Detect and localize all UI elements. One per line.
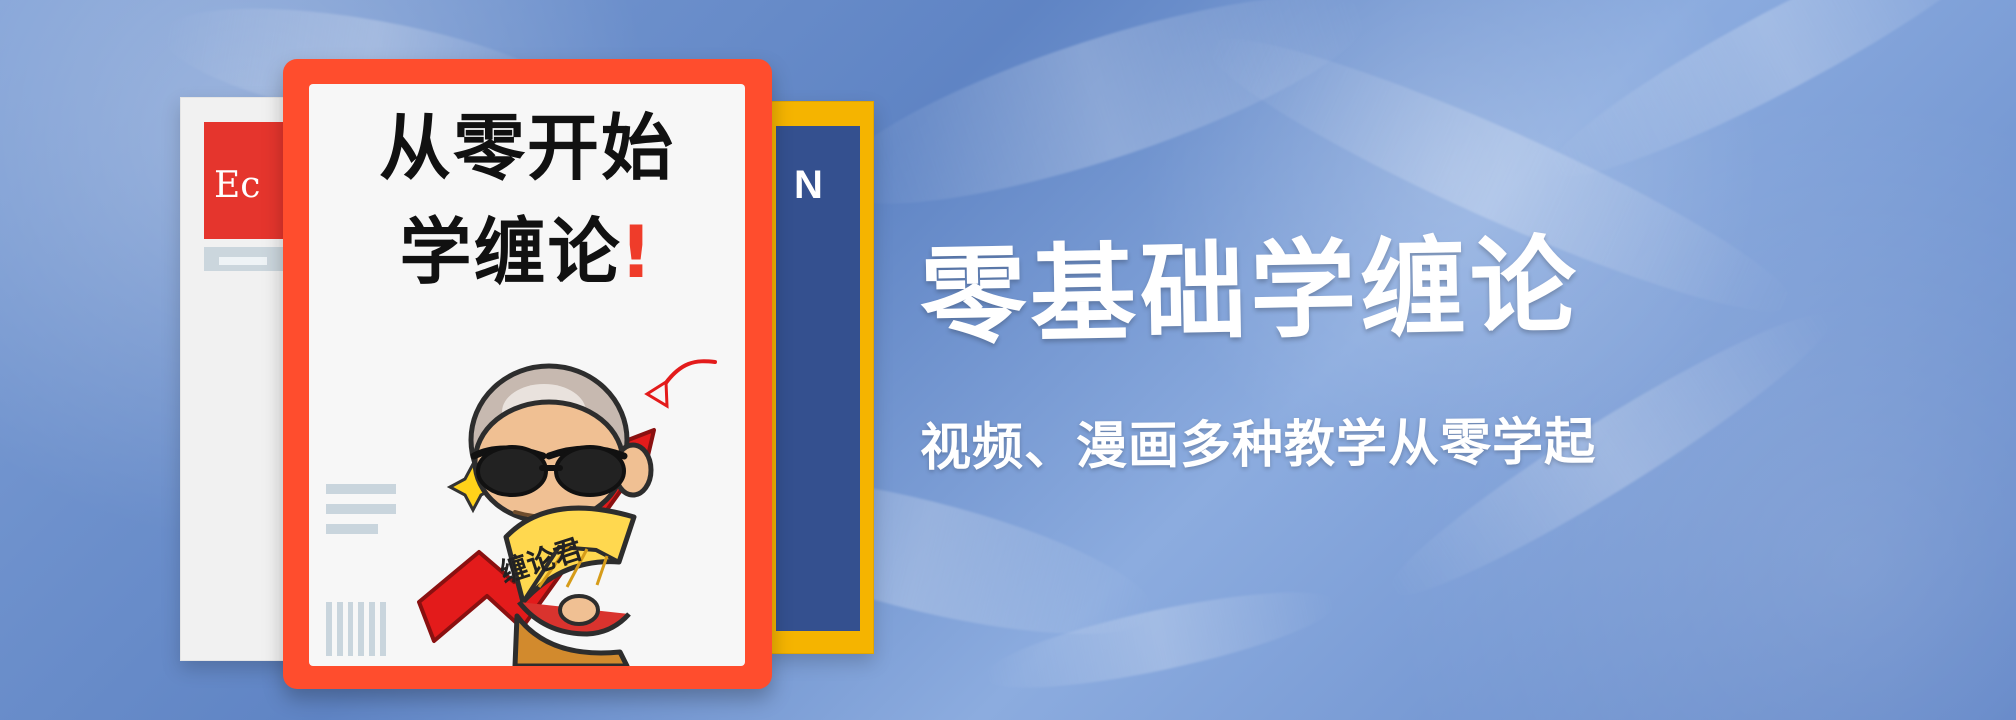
hero-title: 零基础学缠论 [918, 222, 1582, 359]
front-cover-page: 从零开始 学缠论! [309, 84, 745, 666]
hero-subtitle: 视频、漫画多种教学从零学起 [919, 412, 1597, 478]
decorative-curve-icon [659, 359, 717, 392]
barcode-bar [347, 602, 354, 656]
right-book-label: N [794, 163, 823, 207]
cover-title-line-2: 学缠论! [309, 209, 745, 294]
front-book-cover: 从零开始 学缠论! [283, 59, 772, 689]
barcode-bar [336, 602, 343, 656]
left-book-bar-inner [219, 257, 267, 265]
mascot-character [468, 363, 654, 666]
cover-line-2-prefix: 学 [399, 209, 474, 294]
barcode-bar [326, 602, 332, 656]
barcode [326, 602, 386, 656]
cover-line-stripe [326, 504, 396, 514]
right-book: N [765, 101, 874, 654]
left-book: Ec [180, 97, 300, 661]
right-book-panel: N [776, 126, 860, 631]
mascot-illustration: 缠论君 [399, 352, 719, 666]
barcode-bar [369, 602, 376, 656]
cover-highlight-char: 缠 [473, 209, 548, 294]
cover-exclamation: ! [619, 210, 655, 294]
cover-line-stripe [326, 484, 396, 494]
barcode-bar [380, 602, 386, 656]
mascot-svg: 缠论君 [417, 359, 717, 666]
decorative-triangle-icon [644, 379, 669, 409]
left-book-label: Ec [214, 165, 261, 206]
cover-line-2-suffix: 论 [547, 209, 622, 294]
barcode-bar [358, 602, 365, 656]
cover-title-line-1: 从零开始 [378, 105, 675, 190]
cover-line-stripe [326, 524, 378, 534]
cover-text-lines [326, 484, 396, 544]
